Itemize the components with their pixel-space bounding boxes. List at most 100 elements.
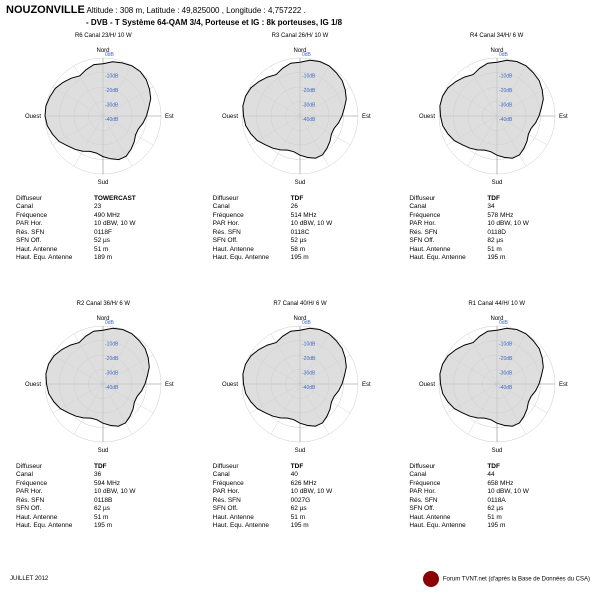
svg-text:-40dB: -40dB [105,117,119,123]
info-label: Haut. Antenne [213,514,291,522]
info-value: 514 MHz [291,212,317,220]
panel-r6: R6 Canal 23/H/ 10 W-10dB-20dB-30dB-40dB0… [6,33,201,299]
info-label: Diffuseur [16,463,94,471]
svg-text:-40dB: -40dB [302,117,316,123]
panel-info: DiffuseurTDFCanal34Fréquence578 MHzPAR H… [399,195,594,263]
svg-text:Ouest: Ouest [419,382,435,388]
info-value: 0118F [94,229,112,237]
svg-text:-30dB: -30dB [105,371,119,377]
info-label: PAR Hor. [409,220,487,228]
polar-chart: -10dB-20dB-30dB-40dB0dBNordSudEstOuest [412,309,582,459]
polar-chart: -10dB-20dB-30dB-40dB0dBNordSudEstOuest [18,309,188,459]
info-label: PAR Hor. [213,488,291,496]
info-label: PAR Hor. [409,488,487,496]
info-label: Fréquence [409,480,487,488]
info-label: Canal [16,471,94,479]
info-label: Rés. SFN [213,229,291,237]
system-text: - DVB - T Système 64-QAM 3/4, Porteuse e… [86,18,594,27]
page-header: NOUZONVILLE Altitude : 308 m, Latitude :… [0,0,600,31]
svg-text:Ouest: Ouest [25,382,41,388]
info-label: Rés. SFN [16,497,94,505]
info-label: Canal [409,471,487,479]
svg-text:-20dB: -20dB [105,356,119,362]
info-value: 58 m [291,246,305,254]
info-value: 195 m [94,522,112,530]
info-value: 36 [94,471,101,479]
svg-text:-30dB: -30dB [499,103,513,109]
info-value: 0118A [487,497,505,505]
svg-text:-30dB: -30dB [302,103,316,109]
info-value: 10 dBW, 10 W [487,220,529,228]
info-value: TDF [487,195,500,203]
info-value: 195 m [291,522,309,530]
info-label: Haut. Equ. Antenne [409,254,487,262]
polar-chart: -10dB-20dB-30dB-40dB0dBNordSudEstOuest [215,41,385,191]
info-label: Haut. Equ. Antenne [213,254,291,262]
info-label: Fréquence [16,480,94,488]
panel-header: R7 Canal 40/H/ 6 W [203,301,398,307]
svg-text:-10dB: -10dB [499,74,513,80]
svg-text:-20dB: -20dB [499,356,513,362]
svg-text:Nord: Nord [293,316,306,322]
info-value: 0027G [291,497,311,505]
svg-text:Est: Est [559,114,568,120]
info-value: 490 MHz [94,212,120,220]
svg-text:Sud: Sud [295,180,306,186]
svg-text:-30dB: -30dB [302,371,316,377]
panel-header: R1 Canal 44/H/ 10 W [399,301,594,307]
svg-text:Nord: Nord [97,48,110,54]
polar-chart: -10dB-20dB-30dB-40dB0dBNordSudEstOuest [215,309,385,459]
svg-text:Ouest: Ouest [222,114,238,120]
info-label: Diffuseur [213,195,291,203]
panel-info: DiffuseurTDFCanal40Fréquence626 MHzPAR H… [203,463,398,531]
svg-text:-10dB: -10dB [105,342,119,348]
info-value: 626 MHz [291,480,317,488]
location-title: NOUZONVILLE [6,4,85,16]
svg-text:Sud: Sud [295,448,306,454]
info-label: PAR Hor. [213,220,291,228]
info-value: TDF [487,463,500,471]
info-label: Diffuseur [213,463,291,471]
info-value: TDF [291,463,304,471]
svg-text:Est: Est [165,114,174,120]
svg-text:-20dB: -20dB [499,88,513,94]
footer-date: JUILLET 2012 [10,576,48,582]
info-label: Haut. Equ. Antenne [16,522,94,530]
info-label: Canal [213,471,291,479]
info-value: 0118B [94,497,112,505]
footer-credit: Forum TVNT.net (d'après la Base de Donné… [423,571,590,587]
info-label: Haut. Antenne [16,514,94,522]
info-value: 40 [291,471,298,479]
info-value: TDF [94,463,107,471]
polar-chart: -10dB-20dB-30dB-40dB0dBNordSudEstOuest [18,41,188,191]
info-label: Rés. SFN [213,497,291,505]
svg-text:-10dB: -10dB [302,74,316,80]
info-value: 10 dBW, 10 W [291,488,333,496]
panel-r7: R7 Canal 40/H/ 6 W-10dB-20dB-30dB-40dB0d… [203,301,398,567]
info-value: 195 m [291,254,309,262]
info-label: Diffuseur [16,195,94,203]
info-label: Canal [16,203,94,211]
svg-text:Sud: Sud [491,180,502,186]
info-value: 189 m [94,254,112,262]
svg-text:-30dB: -30dB [105,103,119,109]
panel-header: R3 Canal 26/H/ 10 W [203,33,398,39]
info-label: Haut. Equ. Antenne [409,522,487,530]
panel-r3: R3 Canal 26/H/ 10 W-10dB-20dB-30dB-40dB0… [203,33,398,299]
info-label: SFN Off. [16,237,94,245]
info-value: 23 [94,203,101,211]
info-label: SFN Off. [213,505,291,513]
info-label: Diffuseur [409,463,487,471]
coords-text: Altitude : 308 m, Latitude : 49,825000 ,… [87,6,306,15]
info-label: Haut. Antenne [213,246,291,254]
info-value: 82 µs [487,237,503,245]
info-value: 26 [291,203,298,211]
svg-text:-10dB: -10dB [499,342,513,348]
info-label: Haut. Antenne [409,514,487,522]
info-label: Haut. Equ. Antenne [16,254,94,262]
info-value: 578 MHz [487,212,513,220]
svg-text:Ouest: Ouest [222,382,238,388]
svg-text:-10dB: -10dB [105,74,119,80]
svg-text:Nord: Nord [293,48,306,54]
info-value: 62 µs [291,505,307,513]
